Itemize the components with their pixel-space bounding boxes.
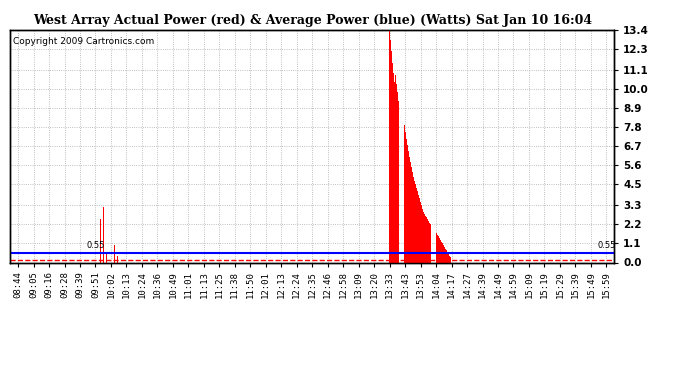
Bar <box>418 195 419 262</box>
Bar <box>414 181 415 262</box>
Bar <box>425 216 426 262</box>
Title: West Array Actual Power (red) & Average Power (blue) (Watts) Sat Jan 10 16:04: West Array Actual Power (red) & Average … <box>32 15 592 27</box>
Bar <box>408 157 410 262</box>
Bar <box>391 51 392 262</box>
Bar <box>431 226 433 262</box>
Bar <box>416 188 417 262</box>
Bar <box>429 223 431 262</box>
Text: 0.55: 0.55 <box>86 242 105 250</box>
Bar <box>419 198 420 262</box>
Bar <box>402 118 404 262</box>
Bar <box>411 167 412 262</box>
Bar <box>404 132 406 262</box>
Bar <box>428 221 429 262</box>
Bar <box>106 254 107 262</box>
Bar <box>433 230 435 262</box>
Bar <box>413 177 414 262</box>
Bar <box>399 101 400 262</box>
Bar <box>421 205 422 262</box>
Bar <box>424 214 425 262</box>
Bar <box>444 247 445 262</box>
Bar <box>389 30 390 262</box>
Bar <box>426 217 427 262</box>
Bar <box>435 233 437 262</box>
Bar <box>442 243 443 262</box>
Bar <box>439 238 440 262</box>
Bar <box>441 242 442 262</box>
Bar <box>427 219 428 262</box>
Bar <box>397 93 398 262</box>
Bar <box>393 74 394 262</box>
Bar <box>114 245 115 262</box>
Bar <box>420 202 421 262</box>
Bar <box>449 255 450 262</box>
Bar <box>423 212 424 262</box>
Bar <box>437 237 439 262</box>
Bar <box>103 207 104 262</box>
Bar <box>422 209 423 262</box>
Bar <box>395 75 396 262</box>
Bar <box>415 184 416 262</box>
Bar <box>448 254 449 262</box>
Bar <box>440 240 441 262</box>
Bar <box>445 249 446 262</box>
Bar <box>417 191 418 262</box>
Bar <box>450 257 451 262</box>
Text: 0.55: 0.55 <box>597 242 615 250</box>
Bar <box>410 162 411 262</box>
Bar <box>99 219 101 262</box>
Bar <box>443 245 444 262</box>
Bar <box>446 251 447 262</box>
Text: Copyright 2009 Cartronics.com: Copyright 2009 Cartronics.com <box>13 37 155 46</box>
Bar <box>400 103 402 262</box>
Bar <box>447 252 448 262</box>
Bar <box>406 144 408 262</box>
Bar <box>412 172 413 262</box>
